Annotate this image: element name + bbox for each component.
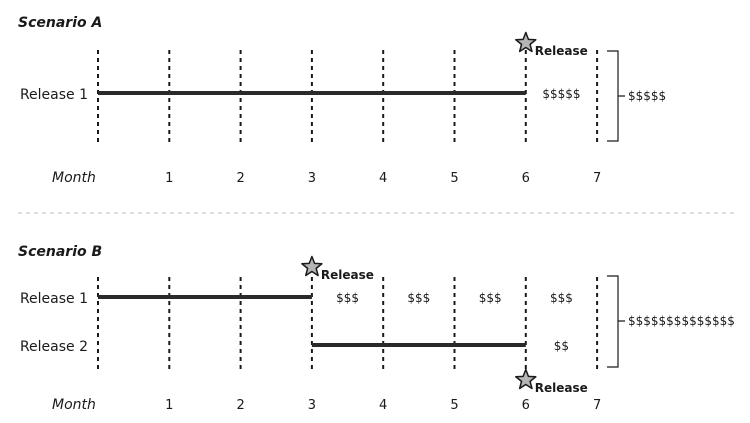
month-tick-label: 7 [593, 398, 601, 413]
release-marker-label: Release [535, 381, 588, 395]
month-tick-label: 3 [308, 398, 316, 413]
month-tick-label: 4 [379, 171, 387, 186]
scenario-a-axis-label: Month [52, 170, 96, 186]
scenario-b-row-label-release-1: Release 1 [20, 291, 88, 307]
month-tick-label: 4 [379, 398, 387, 413]
scenario-b-bars [98, 295, 526, 347]
month-tick-label: 5 [450, 398, 458, 413]
cost-label: $$$ [336, 291, 359, 305]
month-tick-label: 1 [165, 398, 173, 413]
cost-label: $$$$$ [542, 87, 580, 101]
release-star-icon [301, 255, 323, 277]
month-tick-label: 6 [522, 171, 530, 186]
scenario-b-total-cost: $$$$$$$$$$$$$$ [628, 314, 735, 328]
release-marker-label: Release [535, 44, 588, 58]
month-tick-label: 1 [165, 171, 173, 186]
scenario-a-total-cost: $$$$$ [628, 89, 666, 103]
cost-label: $$$ [407, 291, 430, 305]
scenario-a-month-grid [97, 50, 599, 142]
month-tick-label: 2 [236, 398, 244, 413]
month-tick-label: 2 [236, 171, 244, 186]
scenario-b-title: Scenario B [18, 244, 102, 260]
release-star-icon [515, 368, 537, 390]
scenario-a-releases: Release [515, 31, 588, 58]
scenario-b: Scenario B Release 1 Release 2 $$$ $$$ $$$… [18, 244, 735, 413]
scenario-b-releases: Release Release [301, 255, 588, 395]
month-tick-label: 7 [593, 171, 601, 186]
month-tick-label: 6 [522, 398, 530, 413]
cost-label: $$$ [550, 291, 573, 305]
month-tick-label: 3 [308, 171, 316, 186]
month-tick-label: 5 [450, 171, 458, 186]
scenario-b-month-ticks: 1 2 3 4 5 6 7 [165, 398, 601, 413]
scenario-a-costs: $$$$$ [542, 87, 580, 101]
scenario-a-title: Scenario A [18, 15, 102, 31]
scenario-a-row-label-release-1: Release 1 [20, 87, 88, 103]
scenario-a-total-bracket [607, 50, 625, 142]
scenario-b-costs: $$$ $$$ $$$ $$$$$ [336, 291, 573, 353]
release-star-icon [515, 31, 537, 53]
scenario-a-month-ticks: 1 2 3 4 5 6 7 [165, 171, 601, 186]
scenario-a: Scenario A Release 1 $$$$$ Release $$$$$… [18, 15, 666, 186]
scenario-b-row-label-release-2: Release 2 [20, 339, 88, 355]
scenario-b-axis-label: Month [52, 397, 96, 413]
release-marker-label: Release [321, 268, 374, 282]
scenario-b-total-bracket [607, 275, 625, 368]
cost-label: $$ [554, 339, 569, 353]
cost-label: $$$ [479, 291, 502, 305]
